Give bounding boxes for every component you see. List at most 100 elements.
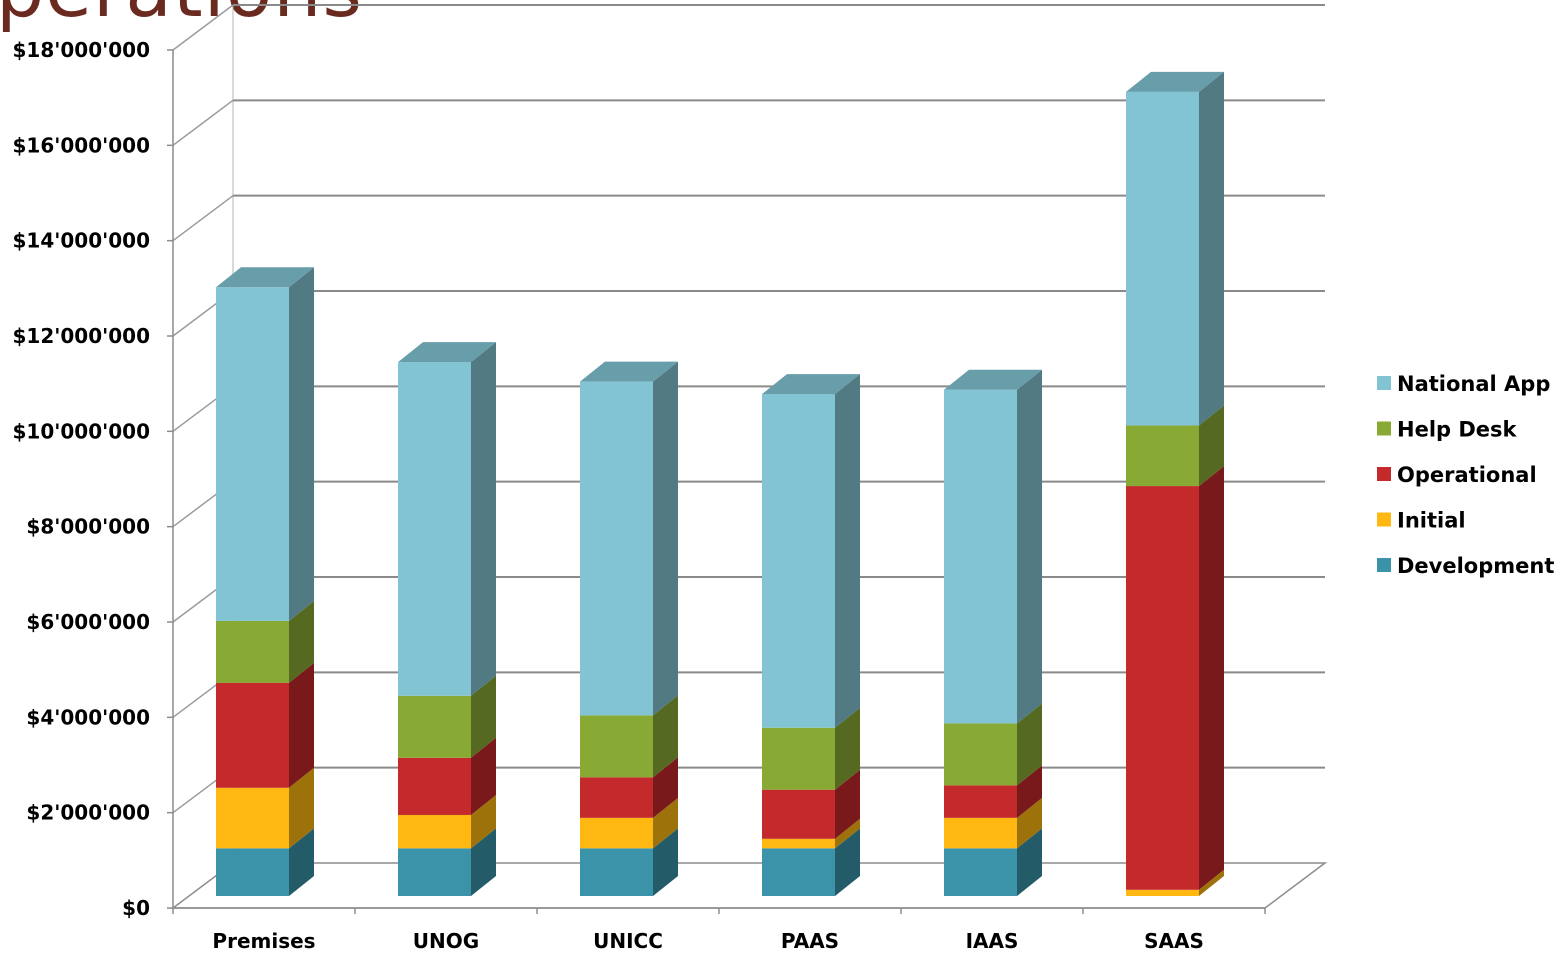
bar-face: [762, 848, 835, 896]
bar-segment-paas-operational: [762, 769, 860, 839]
bar-side: [653, 828, 678, 896]
bar-side: [835, 769, 860, 839]
bar-face: [1126, 91, 1199, 426]
bar-stacks: [216, 71, 1224, 896]
bar-side: [653, 695, 678, 778]
bar-face: [216, 787, 289, 849]
bar-segment-premises-development: [216, 828, 314, 896]
bar-side: [835, 707, 860, 790]
x-tick-label: PAAS: [781, 929, 839, 953]
bar-face: [398, 848, 471, 896]
bar-side: [1199, 466, 1224, 890]
gridline-side: [172, 4, 234, 51]
bar-face: [944, 848, 1017, 896]
bar-segment-paas-national-app: [762, 374, 860, 728]
bar-side: [835, 818, 860, 849]
bar-side: [835, 374, 860, 728]
bar-face: [1126, 425, 1199, 487]
bar-side: [1199, 869, 1224, 896]
y-tick-label: $4'000'000: [26, 705, 150, 729]
bar-face: [1126, 486, 1199, 890]
bar-segment-unicc-initial: [580, 797, 678, 849]
bar-face: [216, 620, 289, 683]
y-axis-tick-labels: $0 $2'000'000 $4'000'000 $6'000'000 $8'000'0…: [13, 38, 151, 920]
legend-swatch: [1377, 512, 1391, 527]
x-tick-label: UNOG: [413, 929, 479, 953]
bar-segment-iaas-national-app: [944, 369, 1042, 724]
bar-side: [289, 600, 314, 683]
bar-segment-unog-help-desk: [398, 675, 496, 758]
bar-side: [653, 361, 678, 716]
x-tick-label: Premises: [212, 929, 315, 953]
bar-segment-paas-help-desk: [762, 707, 860, 790]
bar-side: [289, 267, 314, 621]
axes: [167, 49, 1266, 914]
bar-segment-premises-initial: [216, 767, 314, 849]
legend-label: Development: [1397, 554, 1554, 578]
bar-face: [216, 848, 289, 896]
bar-face: [398, 695, 471, 758]
legend-item-national-app: National App: [1377, 372, 1550, 396]
bar-side: [289, 828, 314, 896]
legend-label: National App: [1397, 372, 1550, 396]
bar-top: [944, 369, 1042, 390]
bar-stack-paas: [762, 374, 860, 896]
bar-face: [944, 817, 1017, 849]
bar-face: [216, 682, 289, 788]
y-tick-label: $12'000'000: [13, 324, 151, 348]
bar-stack-unicc: [580, 361, 678, 896]
x-tick-label: UNICC: [593, 929, 663, 953]
bar-segment-premises-help-desk: [216, 600, 314, 683]
bar-face: [944, 389, 1017, 724]
legend-item-initial: Initial: [1377, 509, 1466, 533]
bar-side: [1017, 828, 1042, 896]
bar-face: [398, 757, 471, 815]
bar-segment-saas-operational: [1126, 466, 1224, 890]
bar-segment-iaas-operational: [944, 765, 1042, 818]
legend-swatch: [1377, 558, 1391, 572]
bar-top: [1126, 71, 1224, 92]
bar-face: [398, 362, 471, 696]
bar-face: [762, 394, 835, 728]
legend-item-development: Development: [1377, 554, 1554, 578]
legend-item-help-desk: Help Desk: [1377, 418, 1518, 442]
gridline-side: [172, 195, 234, 242]
y-tick-label: $0: [122, 896, 150, 920]
bar-face: [1126, 889, 1199, 896]
y-tick-label: $10'000'000: [13, 419, 151, 443]
bar-face: [216, 287, 289, 621]
bar-segment-paas-initial: [762, 818, 860, 849]
bar-face: [944, 723, 1017, 786]
x-tick-label: IAAS: [966, 929, 1019, 953]
x-axis-tick-labels: Premises UNOG UNICC PAAS IAAS SAAS: [212, 929, 1203, 953]
bar-side: [289, 662, 314, 788]
bar-face: [580, 848, 653, 896]
bar-segment-unog-initial: [398, 794, 496, 849]
legend-item-operational: Operational: [1377, 463, 1537, 487]
bar-side: [1017, 765, 1042, 818]
bar-segment-iaas-help-desk: [944, 703, 1042, 786]
x-tick-label: SAAS: [1144, 929, 1204, 953]
bar-side: [471, 737, 496, 815]
bar-segment-unog-operational: [398, 737, 496, 815]
legend-swatch: [1377, 467, 1391, 481]
bar-segment-premises-national-app: [216, 267, 314, 621]
bar-side: [1199, 405, 1224, 487]
bar-face: [580, 381, 653, 716]
bar-top: [216, 267, 314, 288]
gridline-side: [172, 99, 234, 146]
bar-face: [580, 715, 653, 778]
bar-segment-saas-help-desk: [1126, 405, 1224, 487]
legend-label: Help Desk: [1397, 418, 1518, 442]
bar-top: [762, 374, 860, 395]
bar-top: [580, 361, 678, 382]
bar-face: [762, 838, 835, 849]
bar-side: [1017, 369, 1042, 724]
bar-segment-unog-national-app: [398, 342, 496, 696]
bar-face: [944, 785, 1017, 818]
bar-segment-unicc-development: [580, 828, 678, 896]
bar-side: [471, 675, 496, 758]
bar-side: [1017, 797, 1042, 849]
bar-stack-unog: [398, 342, 496, 896]
